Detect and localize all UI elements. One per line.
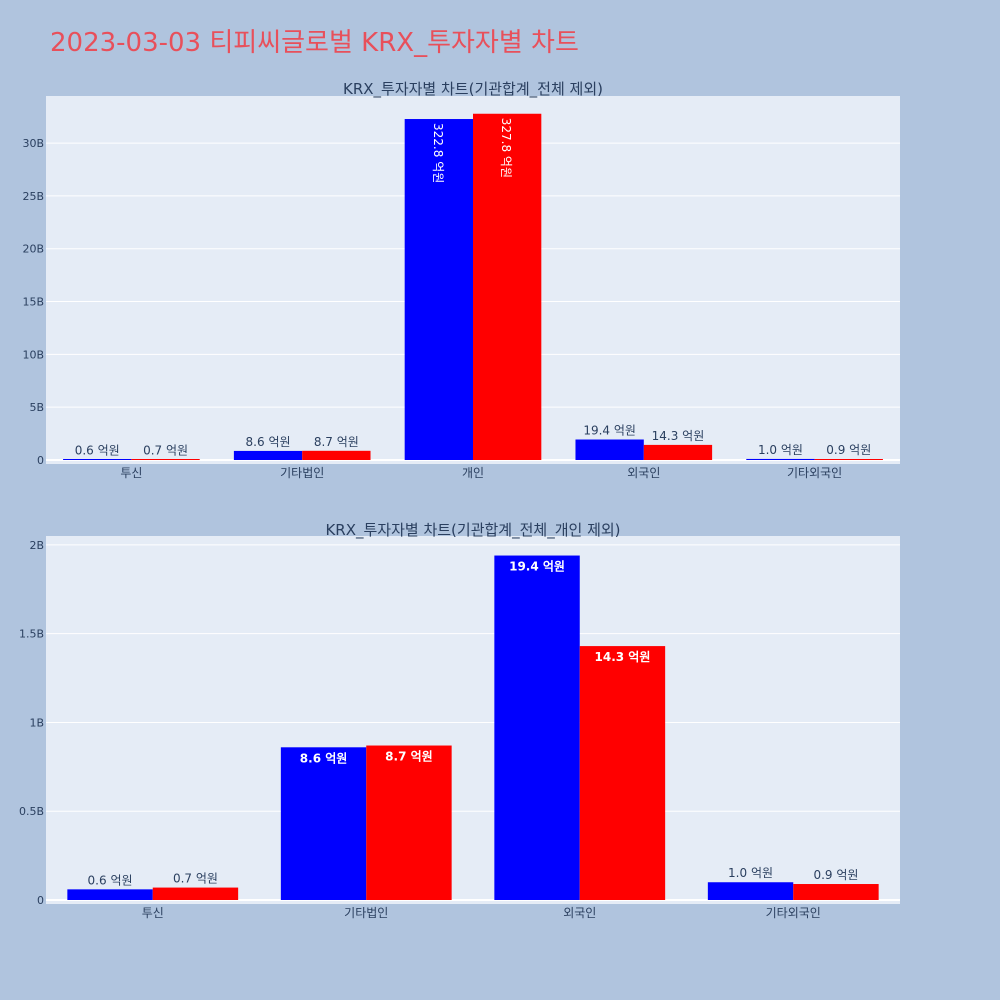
bar [746,458,815,460]
data-label: 0.9 억원 [826,443,871,457]
data-label: 0.6 억원 [75,443,120,457]
data-label: 14.3 억원 [652,429,705,443]
y-tick-label: 25B [22,190,44,203]
x-tick-label: 개인 [462,466,484,480]
data-label: 8.7 억원 [314,435,359,449]
bar [131,459,200,460]
y-tick-label: 0 [37,894,44,907]
data-label: 0.7 억원 [173,872,218,886]
data-label: 327.8 억원 [499,118,513,178]
y-tick-label: 20B [22,243,44,256]
page-title: 2023-03-03 티피씨글로벌 KRX_투자자별 차트 [50,28,579,58]
x-tick-label: 외국인 [627,466,660,480]
y-tick-label: 0 [37,454,44,467]
data-label: 14.3 억원 [595,650,651,664]
y-tick-label: 0.5B [19,805,44,818]
bar [814,459,883,460]
y-tick-label: 30B [22,137,44,150]
x-tick-label: 투신 [142,906,164,920]
x-tick-label: 기타외국인 [787,466,842,480]
bar [302,450,371,460]
data-label: 1.0 억원 [758,443,803,457]
bar [575,439,644,460]
y-tick-label: 10B [22,348,44,361]
bar [579,646,666,900]
x-tick-label: 투신 [120,466,142,480]
data-label: 8.6 억원 [246,435,291,449]
chart-title: KRX_투자자별 차트(기관합계_전체_개인 제외) [325,521,620,540]
x-tick-label: 외국인 [563,906,596,920]
data-label: 19.4 억원 [583,424,636,438]
bar [793,884,879,900]
data-label: 1.0 억원 [728,866,773,880]
data-label: 19.4 억원 [509,560,565,574]
bar [67,889,153,900]
bar [63,459,132,460]
bar [494,555,580,900]
x-tick-label: 기타법인 [344,906,388,920]
data-label: 0.7 억원 [143,443,188,457]
y-tick-label: 1B [29,716,44,729]
bar [707,882,794,900]
data-label: 8.6 억원 [300,751,348,765]
bar [280,747,367,900]
bar [152,887,239,900]
bar [473,113,542,460]
y-tick-label: 5B [29,401,44,414]
data-label: 322.8 억원 [431,123,445,183]
chart-1: 0 5B 10B 15B 20B 25B 30B KRX_투자자별 차트(기관합계_전체 제외… [22,80,900,480]
data-label: 8.7 억원 [385,750,433,764]
bar [366,745,452,900]
bar [643,444,713,460]
x-tick-label: 기타법인 [280,466,324,480]
y-tick-label: 2B [29,539,44,552]
y-tick-label: 1.5B [19,628,44,641]
x-tick-label: 기타외국인 [766,906,821,920]
data-label: 0.9 억원 [813,868,858,882]
bar [233,450,303,460]
chart-title: KRX_투자자별 차트(기관합계_전체 제외) [343,80,603,99]
y-tick-label: 15B [22,296,44,309]
chart-2: 0 0.5B 1B 1.5B 2B KRX_투자자별 차트(기관합계_전체_개인 제외) 투… [19,521,900,920]
bar [404,119,473,460]
data-label: 0.6 억원 [88,873,133,887]
plot-area [46,536,900,904]
